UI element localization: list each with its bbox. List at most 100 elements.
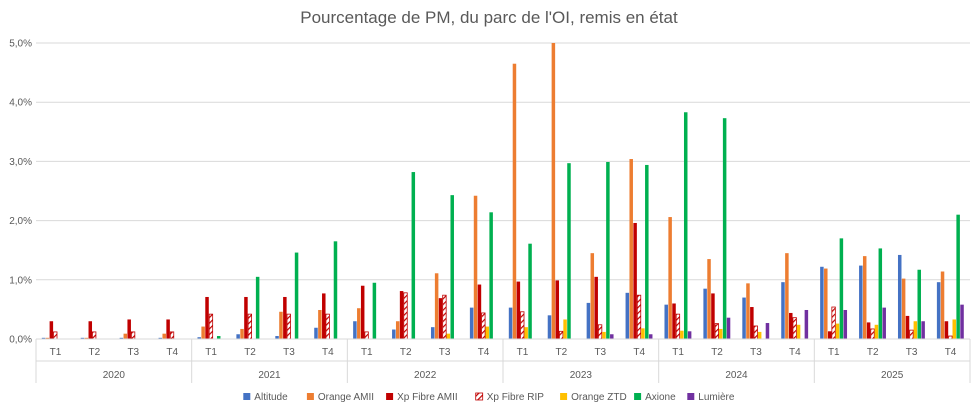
x-tick-quarter: T2 <box>244 347 256 358</box>
x-axis: T1 T2 T3 T4 T1 T2 T3 T4 T1 T2 T3 T4 T1 T2 T3 T4 T1 T2 T3 T4… <box>35 338 971 383</box>
y-tick-label: 3,0% <box>9 157 32 168</box>
bars <box>41 43 964 340</box>
bar-orange-amii <box>862 256 867 339</box>
bar-xp-fibre-amii <box>49 321 54 339</box>
bar-altitude <box>508 307 513 339</box>
bar-xp-fibre-rip <box>481 312 486 340</box>
bar-orange-amii <box>668 217 672 339</box>
x-tick-quarter: T4 <box>633 347 645 358</box>
x-tick-year: 2025 <box>881 370 904 381</box>
legend-item: Lumière <box>687 392 735 403</box>
x-tick-quarter: T4 <box>945 347 957 358</box>
bar-orange-amii <box>785 253 789 339</box>
bar-axione <box>917 269 921 339</box>
x-tick-quarter: T1 <box>361 347 373 358</box>
bar-xp-fibre-amii <box>477 284 482 339</box>
x-tick-quarter: T1 <box>672 347 684 358</box>
bar-xp-fibre-amii <box>127 319 131 339</box>
bar-altitude <box>119 337 124 339</box>
bar-xp-fibre-amii <box>555 280 560 339</box>
bar-xp-fibre-rip <box>208 313 214 340</box>
bar-xp-fibre-amii <box>438 298 443 339</box>
bar-altitude <box>275 336 279 339</box>
y-tick-label: 4,0% <box>9 98 32 109</box>
bar-altitude <box>469 307 474 339</box>
legend-swatch <box>306 393 314 400</box>
x-tick-quarter: T3 <box>127 347 139 358</box>
bar-orange-amii <box>629 159 633 339</box>
bar-xp-fibre-amii <box>283 296 287 339</box>
legend-item: Axione <box>634 392 676 403</box>
bar-altitude <box>703 288 707 339</box>
bar-orange-amii <box>473 195 478 339</box>
bar-altitude <box>897 254 902 339</box>
x-tick-year: 2020 <box>103 370 126 381</box>
legend-label: Xp Fibre AMII <box>397 392 458 403</box>
y-tick-label: 0,0% <box>9 335 32 346</box>
bar-altitude <box>314 327 318 339</box>
x-tick-quarter: T1 <box>517 347 529 358</box>
bar-lumi-re <box>765 323 770 339</box>
bar-orange-amii <box>901 278 906 339</box>
bar-axione <box>372 282 377 339</box>
bar-xp-fibre-rip <box>364 331 369 340</box>
bar-axione <box>489 212 493 339</box>
bar-xp-fibre-rip <box>169 331 175 340</box>
y-tick-label: 1,0% <box>9 275 32 286</box>
bar-xp-fibre-amii <box>594 276 598 339</box>
bar-orange-amii <box>201 326 205 339</box>
legend-item: Orange ZTD <box>560 392 627 403</box>
bar-orange-amii <box>357 308 361 339</box>
bar-xp-fibre-amii <box>88 321 93 339</box>
bar-axione <box>528 243 532 339</box>
legend-label: Axione <box>645 392 676 403</box>
legend-swatch <box>634 393 642 400</box>
bar-orange-ztd <box>718 328 723 339</box>
bar-orange-ztd <box>913 321 918 339</box>
bar-axione <box>839 238 844 339</box>
legend-label: Orange AMII <box>318 392 374 403</box>
x-tick-quarter: T2 <box>556 347 568 358</box>
legend-swatch <box>687 393 695 400</box>
bar-xp-fibre-rip <box>792 317 797 340</box>
bar-altitude <box>820 266 824 339</box>
x-tick-quarter: T3 <box>283 347 295 358</box>
legend-swatch <box>386 393 394 400</box>
bar-axione <box>294 252 299 339</box>
x-tick-year: 2024 <box>725 370 748 381</box>
bar-orange-ztd <box>796 324 801 339</box>
bar-xp-fibre-amii <box>166 319 170 339</box>
x-tick-quarter: T2 <box>711 347 723 358</box>
bar-lumi-re <box>726 317 731 339</box>
bar-xp-fibre-rip <box>636 294 642 340</box>
legend-swatch <box>475 392 484 401</box>
bar-xp-fibre-amii <box>516 281 521 339</box>
bar-axione <box>411 172 416 339</box>
bar-altitude <box>236 334 240 339</box>
x-tick-year: 2022 <box>414 370 437 381</box>
bar-orange-ztd <box>874 324 879 339</box>
bar-orange-amii <box>940 271 945 339</box>
bar-altitude <box>664 304 668 339</box>
legend-swatch <box>560 393 568 400</box>
bar-orange-amii <box>551 43 556 339</box>
bar-orange-ztd <box>563 319 567 339</box>
bar-xp-fibre-amii <box>789 312 793 339</box>
bar-xp-fibre-amii <box>322 293 326 339</box>
bar-altitude <box>936 282 941 339</box>
gridlines <box>36 42 970 340</box>
legend-item: Altitude <box>243 392 288 403</box>
x-tick-year: 2021 <box>258 370 281 381</box>
bar-lumi-re <box>843 309 848 339</box>
bar-orange-ztd <box>757 331 762 339</box>
legend-item: Xp Fibre RIP <box>475 392 544 403</box>
bar-orange-amii <box>84 337 89 339</box>
legend-item: Orange AMII <box>306 392 374 403</box>
bar-lumi-re <box>882 307 886 339</box>
bar-orange-amii <box>123 333 128 339</box>
bar-xp-fibre-rip <box>286 313 291 340</box>
bar-orange-amii <box>45 337 50 339</box>
bar-xp-fibre-amii <box>944 321 949 339</box>
bar-xp-fibre-amii <box>633 222 637 339</box>
